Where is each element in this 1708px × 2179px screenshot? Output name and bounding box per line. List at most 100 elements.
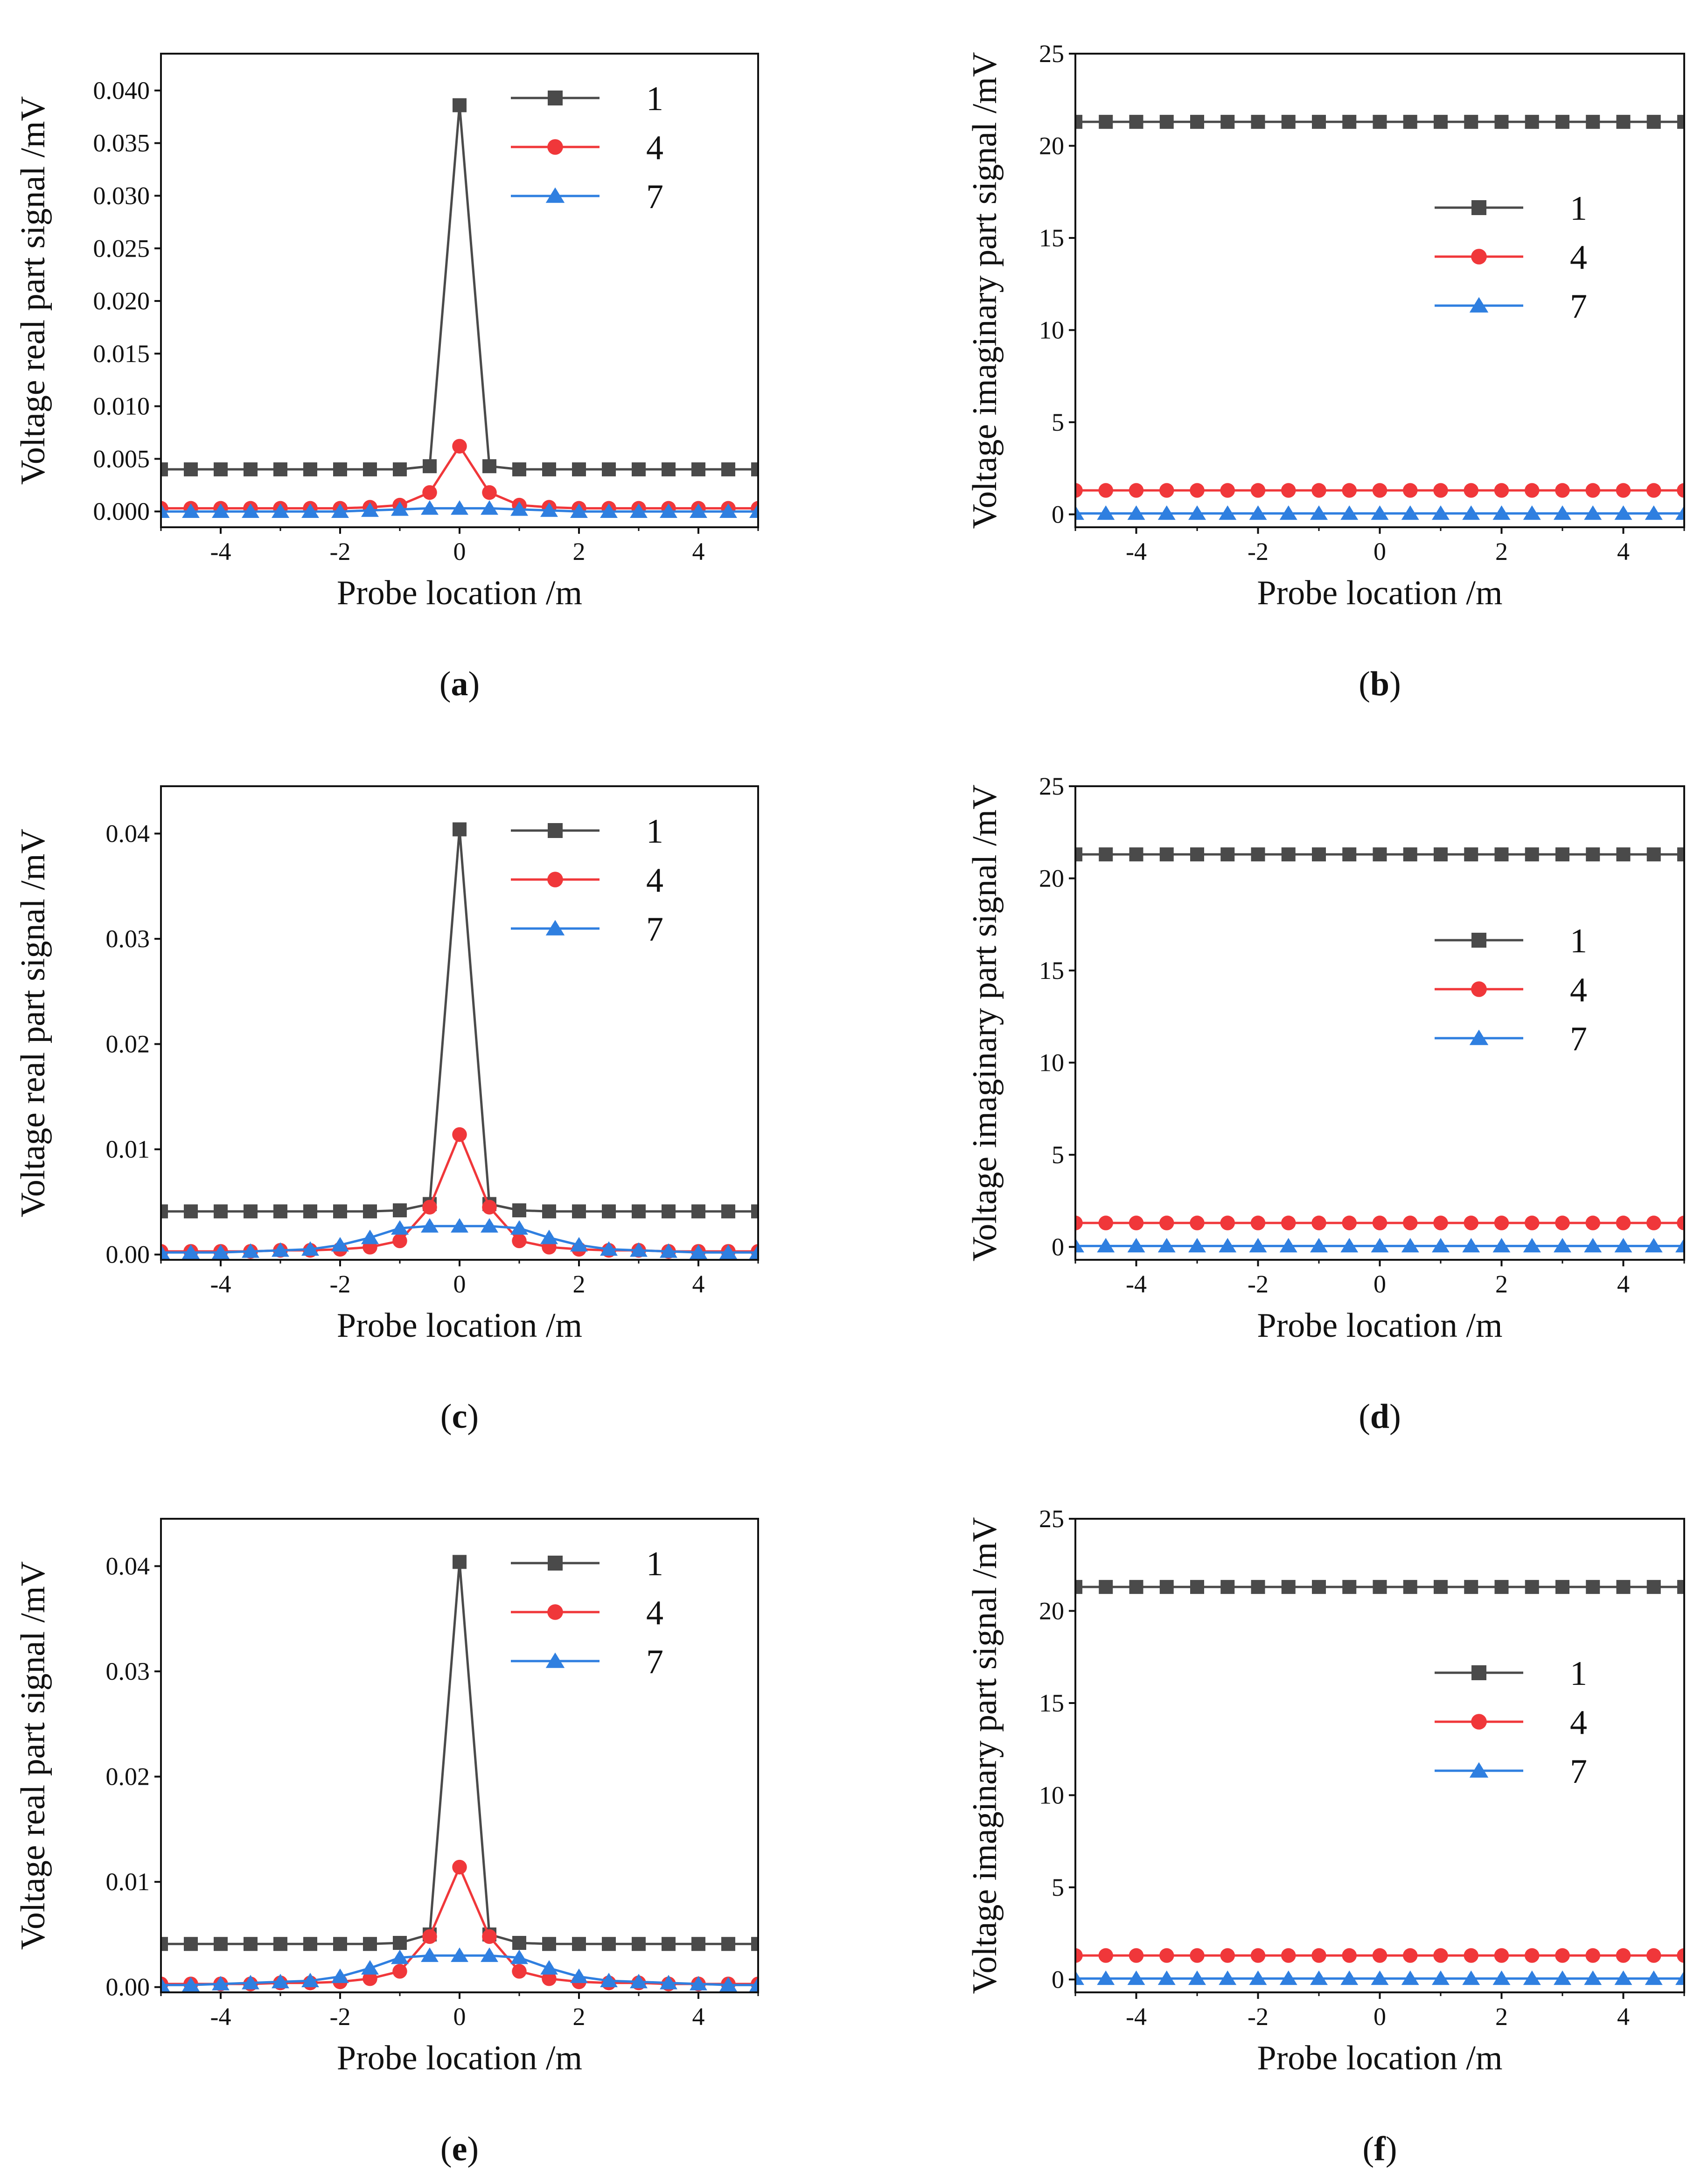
x-tick-label: -4 xyxy=(210,1270,231,1298)
caption-paren: ( xyxy=(439,665,451,703)
data-point-1 xyxy=(333,1937,347,1951)
data-point-1 xyxy=(1525,1580,1539,1594)
x-tick-label: 2 xyxy=(1495,538,1508,566)
data-point-1 xyxy=(1646,1580,1661,1594)
data-point-1 xyxy=(602,1937,616,1951)
panel-caption: (a) xyxy=(439,665,480,703)
legend-entry-4: 4 xyxy=(511,1594,663,1632)
data-point-1 xyxy=(1190,1580,1204,1594)
data-point-1 xyxy=(184,1937,198,1951)
caption-paren: ( xyxy=(440,1397,452,1436)
legend-label: 7 xyxy=(646,178,663,216)
data-point-1 xyxy=(482,459,496,474)
data-point-4 xyxy=(512,1964,527,1979)
data-point-4 xyxy=(1464,1948,1478,1963)
data-point-1 xyxy=(1616,1580,1631,1594)
data-point-4 xyxy=(1190,1215,1205,1230)
data-point-1 xyxy=(691,462,705,476)
data-point-1 xyxy=(572,462,586,476)
data-point-4 xyxy=(1372,483,1387,498)
data-point-1 xyxy=(1190,115,1204,129)
data-point-7 xyxy=(1492,505,1511,520)
data-point-1 xyxy=(1373,115,1387,129)
data-point-1 xyxy=(1464,847,1478,862)
caption-paren: ( xyxy=(1363,2130,1374,2168)
series-1 xyxy=(161,98,758,476)
data-point-1 xyxy=(1677,847,1684,862)
data-point-7 xyxy=(1614,1970,1632,1985)
data-point-7 xyxy=(1401,1970,1419,1985)
data-point-7 xyxy=(1279,1970,1297,1985)
legend-entry-1: 1 xyxy=(511,1545,663,1583)
y-axis-label: Voltage imaginary part signal /mV xyxy=(966,1517,1004,1994)
data-point-4 xyxy=(1342,1215,1357,1230)
series-4 xyxy=(1075,483,1684,498)
y-tick-label: 5 xyxy=(1052,1873,1064,1901)
data-point-7 xyxy=(451,500,468,515)
data-point-1 xyxy=(1403,1580,1417,1594)
y-tick-label: 0.04 xyxy=(106,1552,150,1580)
caption-paren: ) xyxy=(1389,1397,1401,1436)
x-tick-label: -4 xyxy=(210,2003,231,2031)
data-point-7 xyxy=(570,1968,588,1983)
legend-entry-4: 4 xyxy=(1435,1704,1587,1742)
data-point-1 xyxy=(602,1204,616,1219)
series-7 xyxy=(1075,1970,1684,1985)
legend-entry-4: 4 xyxy=(1435,238,1587,277)
x-tick-label: 4 xyxy=(1617,2003,1630,2031)
y-tick-label: 0 xyxy=(1052,1965,1064,1993)
data-point-4 xyxy=(1098,1215,1113,1230)
legend-label: 4 xyxy=(1570,1704,1587,1742)
x-tick-label: -4 xyxy=(1126,2003,1147,2031)
data-point-1 xyxy=(1281,847,1296,862)
caption-paren: ) xyxy=(1386,2130,1397,2168)
data-point-1 xyxy=(1373,1580,1387,1594)
data-point-1 xyxy=(453,98,467,112)
data-point-4 xyxy=(1311,483,1326,498)
data-point-1 xyxy=(1129,847,1143,862)
x-tick-label: 2 xyxy=(573,2003,586,2031)
data-point-4 xyxy=(1555,1948,1570,1963)
legend-swatch-marker xyxy=(1469,1762,1489,1778)
y-tick-label: 5 xyxy=(1052,408,1064,436)
data-point-4 xyxy=(1250,1215,1266,1230)
data-point-1 xyxy=(453,1555,467,1569)
data-point-1 xyxy=(691,1937,705,1951)
data-point-1 xyxy=(1075,1580,1082,1594)
data-point-1 xyxy=(1434,115,1448,129)
data-point-1 xyxy=(1190,847,1204,862)
data-point-7 xyxy=(1401,1238,1419,1253)
plot-frame xyxy=(160,53,759,528)
data-point-1 xyxy=(1159,847,1174,862)
data-point-7 xyxy=(1432,1238,1450,1253)
y-tick-label: 0.02 xyxy=(106,1763,150,1791)
data-point-7 xyxy=(1219,1970,1237,1985)
data-point-4 xyxy=(363,1971,377,1986)
data-point-7 xyxy=(161,1976,170,1992)
x-axis-label: Probe location /m xyxy=(337,1306,582,1345)
data-point-7 xyxy=(1075,505,1084,520)
data-point-1 xyxy=(1555,847,1569,862)
legend-label: 7 xyxy=(1570,1020,1587,1058)
data-point-1 xyxy=(1646,115,1661,129)
legend-entry-1: 1 xyxy=(1435,189,1587,228)
data-point-7 xyxy=(451,1947,468,1962)
data-point-7 xyxy=(481,500,498,515)
data-point-1 xyxy=(393,462,407,476)
data-point-7 xyxy=(301,1241,319,1256)
x-tick-label: 4 xyxy=(692,538,705,566)
data-point-7 xyxy=(1523,505,1541,520)
data-point-1 xyxy=(542,1204,556,1219)
data-point-7 xyxy=(1340,505,1359,520)
x-axis-label: Probe location /m xyxy=(337,574,582,612)
data-point-1 xyxy=(1646,847,1661,862)
y-tick-label: 0.01 xyxy=(106,1135,150,1163)
legend-entry-7: 7 xyxy=(511,178,663,216)
legend-label: 1 xyxy=(1570,922,1587,960)
data-point-4 xyxy=(1159,1948,1174,1963)
data-point-4 xyxy=(1616,483,1631,498)
series-1 xyxy=(1075,1580,1684,1594)
data-point-7 xyxy=(1310,1970,1328,1985)
legend-entry-4: 4 xyxy=(511,861,663,900)
data-point-7 xyxy=(182,1244,200,1259)
